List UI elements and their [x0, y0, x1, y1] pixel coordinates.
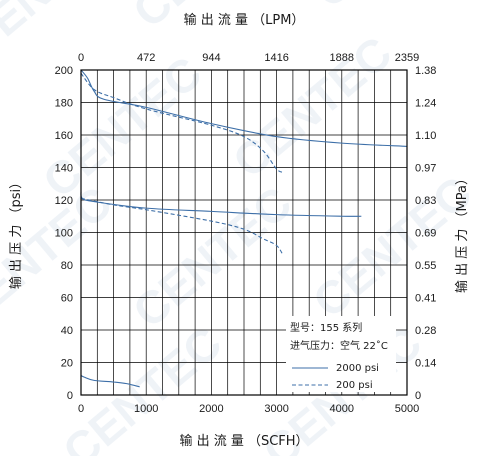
watermark-text: CENTEC: [123, 176, 301, 337]
watermark-text: CENTEC: [303, 0, 478, 18]
watermark-text: CENTEC: [0, 0, 131, 68]
plot-frame: [80, 69, 408, 396]
x-tick-label-bottom: 4000: [330, 403, 354, 415]
x-tick-label-bottom: 1000: [134, 403, 158, 415]
series-line-2000psi-2: [80, 191, 362, 217]
y-tick-label-left: 60: [61, 293, 73, 305]
x-axis-title-bottom: 输 出 流 量 （SCFH）: [179, 433, 308, 449]
grid: [81, 70, 407, 395]
y-tick-label-left: 200: [55, 65, 73, 77]
x-tick-label-top: 1888: [330, 52, 354, 64]
y-tick-label-left: 100: [55, 228, 73, 240]
x-axis-title-top: 输 出 流 量 （LPM）: [184, 12, 305, 28]
series-line-200psi-2: [80, 197, 284, 256]
y-tick-label-right: 0.97: [415, 163, 436, 175]
legend: 型号：155 系列 进气压力：空气 22˚C 2000 psi 200 psi: [286, 316, 396, 392]
x-tick-label-top: 0: [78, 52, 84, 64]
x-tick-label-top: 472: [137, 52, 155, 64]
series-line-2000psi-1: [80, 69, 408, 147]
legend-background: [286, 316, 396, 392]
y-tick-label-right: 1.38: [415, 65, 436, 77]
y-tick-label-right: 0.14: [415, 358, 436, 370]
y-tick-label-right: 0.55: [415, 260, 436, 272]
y-tick-label-left: 120: [55, 195, 73, 207]
y-tick-label-left: 160: [55, 130, 73, 142]
y-tick-label-right: 1.10: [415, 130, 436, 142]
y-tick-label-right: 0.28: [415, 325, 436, 337]
curve-layer: [80, 69, 408, 388]
y-tick-label-left: 0: [67, 390, 73, 402]
x-tick-label-top: 1416: [264, 52, 288, 64]
legend-note-inlet: 进气压力：空气 22˚C: [290, 339, 388, 352]
series-line-2000psi-3: [80, 375, 140, 388]
legend-label-2000psi: 2000 psi: [336, 363, 379, 374]
y-tick-label-left: 20: [61, 358, 73, 370]
x-tick-label-top: 944: [202, 52, 220, 64]
y-tick-label-right: 1.24: [415, 98, 436, 110]
y-tick-label-left: 180: [55, 98, 73, 110]
x-tick-label-bottom: 5000: [395, 403, 419, 415]
x-tick-label-bottom: 0: [78, 403, 84, 415]
y-tick-label-left: 40: [61, 325, 73, 337]
y-tick-label-right: 0.69: [415, 228, 436, 240]
y-tick-label-left: 140: [55, 163, 73, 175]
y-tick-label-left: 80: [61, 260, 73, 272]
x-tick-label-top: 2359: [395, 52, 419, 64]
legend-label-200psi: 200 psi: [336, 380, 373, 391]
y-tick-label-right: 0.41: [415, 293, 436, 305]
y-axis-title-right: 输 出 压 力 （MPa）: [454, 172, 470, 293]
legend-note-model: 型号：155 系列: [290, 321, 362, 334]
y-tick-label-right: 0.83: [415, 195, 436, 207]
x-tick-label-bottom: 2000: [199, 403, 223, 415]
x-tick-label-bottom: 3000: [264, 403, 288, 415]
series-line-200psi-1: [80, 72, 284, 173]
y-tick-label-right: 0: [415, 390, 421, 402]
y-axis-title-left: 输 出 压 力 （psi）: [8, 176, 24, 289]
